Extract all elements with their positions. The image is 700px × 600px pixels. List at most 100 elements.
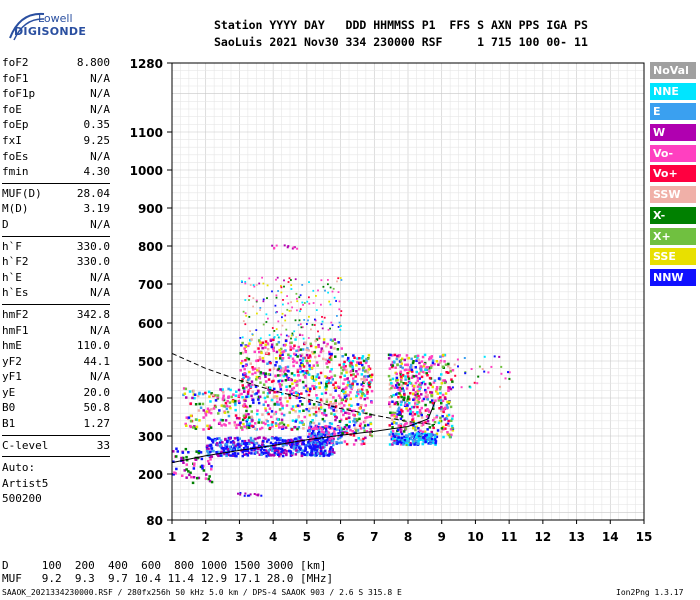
echo-point: [183, 469, 186, 472]
echo-point: [267, 424, 270, 427]
echo-point: [319, 426, 322, 429]
echo-point: [255, 392, 258, 395]
echo-point: [191, 481, 195, 485]
echo-point: [348, 370, 352, 374]
echo-point: [222, 446, 225, 450]
echo-point: [440, 405, 443, 409]
param-value: 44.1: [83, 354, 111, 368]
echo-point: [476, 382, 479, 385]
echo-point: [188, 473, 191, 477]
echo-point: [235, 426, 238, 430]
echo-point: [420, 375, 424, 379]
echo-point: [440, 409, 443, 412]
echo-point: [439, 399, 443, 402]
echo-point: [279, 422, 282, 425]
echo-point: [339, 329, 342, 331]
echo-point: [428, 357, 431, 361]
param-value: 50.8: [83, 401, 111, 415]
legend-item-nne: NNE: [650, 82, 696, 100]
echo-point: [453, 363, 456, 366]
echo-point: [394, 384, 398, 387]
echo-point: [322, 453, 326, 456]
echo-point: [316, 397, 319, 400]
echo-point: [345, 427, 349, 431]
echo-point: [320, 442, 323, 445]
echo-point: [399, 394, 402, 397]
echo-point: [339, 396, 342, 399]
echo-point: [350, 373, 353, 377]
echo-point: [243, 453, 246, 456]
echo-point: [296, 442, 300, 445]
param-row-b1: B1 1.27: [2, 417, 110, 433]
echo-point: [314, 406, 317, 410]
echo-point: [415, 425, 419, 429]
echo-point: [245, 405, 249, 409]
echo-point: [270, 380, 274, 383]
echo-point: [277, 403, 280, 406]
echo-point: [337, 435, 341, 439]
echo-point: [411, 414, 414, 417]
echo-point: [223, 452, 226, 456]
echo-point: [321, 444, 324, 448]
echo-point: [313, 449, 316, 453]
echo-point: [370, 389, 374, 393]
echo-point: [266, 395, 269, 398]
echo-point: [322, 454, 325, 458]
echo-point: [426, 396, 429, 399]
echo-point: [329, 393, 332, 396]
echo-point: [341, 368, 345, 372]
echo-point: [365, 358, 368, 361]
echo-point: [411, 384, 415, 388]
echo-point: [326, 453, 329, 457]
echo-point: [264, 422, 267, 426]
echo-point: [419, 367, 423, 370]
echo-point: [315, 394, 318, 397]
echo-point: [342, 427, 345, 431]
echo-point: [300, 364, 304, 367]
echo-point: [251, 390, 254, 394]
echo-point: [354, 380, 357, 383]
echo-point: [262, 282, 265, 285]
echo-point: [258, 377, 262, 380]
echo-point: [421, 370, 425, 374]
echo-point: [339, 375, 342, 379]
echo-point: [333, 402, 336, 405]
echo-point: [299, 364, 302, 368]
echo-point: [276, 448, 279, 452]
echo-point: [306, 387, 309, 390]
echo-point: [315, 361, 319, 364]
echo-point: [220, 404, 224, 407]
echo-point: [241, 384, 244, 387]
echo-point: [428, 410, 431, 413]
echo-point: [189, 425, 193, 429]
echo-point: [411, 370, 414, 373]
echo-point: [367, 381, 371, 384]
echo-point: [260, 451, 263, 454]
echo-point: [340, 372, 343, 375]
echo-point: [431, 399, 434, 402]
echo-point: [300, 420, 304, 423]
echo-point: [313, 385, 316, 388]
echo-point: [352, 413, 355, 417]
echo-point: [445, 417, 449, 420]
echo-point: [206, 407, 210, 410]
echo-point: [423, 353, 427, 357]
echo-point: [330, 321, 333, 324]
param-row-fmin: fmin 4.30: [2, 165, 110, 181]
echo-point: [308, 428, 312, 431]
echo-point: [425, 365, 429, 369]
echo-point: [191, 396, 194, 400]
echo-point: [241, 454, 244, 458]
echo-point: [445, 403, 449, 407]
echo-point: [253, 350, 256, 354]
dashed-trace-curve: [171, 352, 436, 426]
echo-point: [331, 433, 334, 436]
echo-point: [325, 398, 329, 401]
echo-point: [319, 398, 323, 401]
echo-point: [304, 448, 307, 451]
echo-point: [307, 319, 309, 322]
echo-point: [408, 412, 412, 416]
echo-point: [412, 375, 416, 378]
echo-point: [244, 444, 247, 447]
echo-point: [307, 393, 311, 397]
